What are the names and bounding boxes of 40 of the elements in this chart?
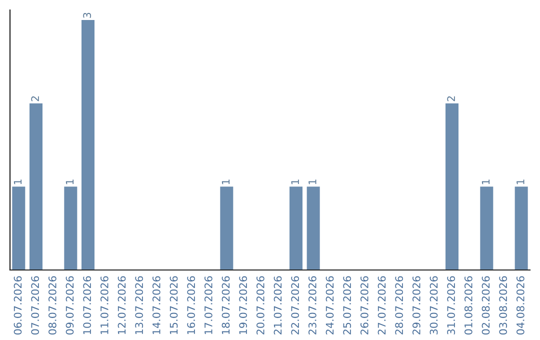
x-tick-label: 08.07.2026: [48, 276, 56, 335]
x-tick-label: 13.07.2026: [135, 276, 144, 334]
x-tick-label: 22.07.2026: [291, 276, 300, 334]
data-label: 1: [66, 180, 74, 184]
x-tick-label: 27.07.2026: [378, 276, 386, 334]
x-tick-label: 07.07.2026: [31, 276, 40, 335]
x-tick-label: 15.07.2026: [170, 276, 178, 334]
data-label: 1: [516, 180, 524, 184]
data-label: 1: [14, 180, 22, 184]
x-tick-label: 01.08.2026: [464, 276, 472, 335]
x-tick-label: 06.07.2026: [14, 276, 22, 335]
x-tick-label: 10.07.2026: [83, 276, 92, 334]
x-tick-label: 16.07.2026: [187, 276, 196, 334]
x-tick-label: 25.07.2026: [343, 276, 352, 334]
x-tick-label: 14.07.2026: [152, 276, 160, 334]
x-tick-label: 18.07.2026: [222, 276, 230, 334]
x-tick-label: 23.07.2026: [308, 276, 316, 334]
data-label: 3: [83, 12, 92, 18]
data-label: 1: [222, 180, 230, 184]
x-tick-label: 29.07.2026: [412, 276, 420, 334]
data-label: 2: [31, 96, 39, 102]
x-tick-label: 19.07.2026: [239, 276, 248, 334]
x-tick-label: 20.07.2026: [256, 276, 264, 334]
x-tick-label: 21.07.2026: [274, 276, 282, 334]
x-tick-label: 17.07.2026: [204, 276, 212, 334]
x-tick-label: 31.07.2026: [447, 276, 456, 334]
data-label: 1: [291, 180, 299, 184]
data-label: 2: [447, 96, 455, 102]
x-tick-label: 02.08.2026: [482, 276, 490, 335]
x-tick-label: 30.07.2026: [430, 276, 438, 334]
x-tick-label: 03.08.2026: [499, 276, 508, 335]
x-tick-label: 12.07.2026: [118, 276, 126, 334]
x-tick-label: 09.07.2026: [66, 276, 74, 335]
x-tick-label: 11.07.2026: [100, 276, 108, 334]
x-tick-label: 26.07.2026: [360, 276, 368, 334]
x-tick-label: 04.08.2026: [516, 276, 524, 335]
x-tick-label: 28.07.2026: [395, 276, 404, 334]
data-label: 1: [308, 180, 316, 184]
data-label: 1: [482, 180, 490, 184]
x-tick-label: 24.07.2026: [326, 276, 334, 334]
